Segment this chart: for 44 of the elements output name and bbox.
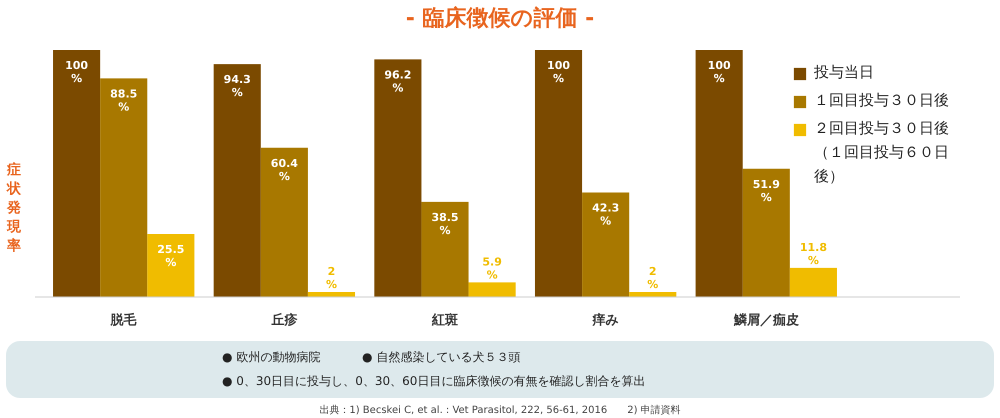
bar bbox=[147, 234, 194, 297]
data-label: 96.2% bbox=[384, 68, 412, 94]
text: ● 0、30日目に投与し、0、30、60日目に臨床徴候の有無を確認し割合を算出 bbox=[222, 374, 646, 388]
data-label: 100% bbox=[708, 59, 731, 85]
x-tick-label: 紅斑 bbox=[431, 312, 458, 328]
legend-label: １回目投与３０日後 bbox=[814, 91, 949, 109]
x-tick-label: 鱗屑／痂皮 bbox=[732, 312, 799, 328]
bar bbox=[260, 148, 308, 297]
data-label: 42.3% bbox=[592, 202, 620, 228]
bar bbox=[742, 168, 790, 297]
bar bbox=[308, 292, 356, 297]
x-tick-label: 丘疹 bbox=[270, 312, 298, 328]
chart-title: - 臨床徴候の評価 - bbox=[406, 5, 594, 31]
text: ● 自然感染している犬５３頭 bbox=[362, 350, 520, 364]
data-label: 100% bbox=[65, 59, 88, 85]
bar bbox=[421, 202, 469, 297]
bar bbox=[629, 292, 676, 297]
bar bbox=[582, 192, 630, 297]
bar bbox=[534, 50, 582, 297]
data-label: 88.5% bbox=[110, 87, 138, 114]
data-label: 5.9% bbox=[482, 255, 502, 282]
data-label: 11.8% bbox=[800, 240, 827, 267]
data-label: 25.5% bbox=[157, 243, 184, 270]
data-label: 60.4% bbox=[270, 156, 298, 183]
data-label: 94.3% bbox=[224, 73, 251, 100]
bar bbox=[468, 282, 516, 297]
data-label: 2% bbox=[326, 265, 337, 292]
data-label: 2% bbox=[647, 265, 658, 292]
source-note: 出典：1) Becskei C, et al. : Vet Parasitol, 222, 56-61, 2016 2) 申請資料 bbox=[319, 404, 681, 416]
data-label: 100% bbox=[547, 59, 570, 85]
bar bbox=[53, 50, 100, 297]
data-label: 51.9% bbox=[752, 178, 780, 204]
text: ● 欧州の動物病院 bbox=[222, 350, 320, 364]
x-tick-label: 脱毛 bbox=[110, 312, 138, 328]
legend-label: ２回目投与３０日後（１回目投与６０日後） bbox=[814, 119, 949, 185]
data-label: 38.5% bbox=[431, 210, 459, 237]
bar bbox=[374, 59, 422, 297]
bar bbox=[790, 268, 837, 297]
bar bbox=[696, 50, 743, 297]
bar bbox=[214, 64, 261, 297]
legend-label: 投与当日 bbox=[813, 63, 874, 81]
bar bbox=[100, 78, 148, 297]
x-tick-label: 痒み bbox=[592, 312, 619, 328]
y-axis-title: 症状発現率 bbox=[6, 161, 22, 254]
